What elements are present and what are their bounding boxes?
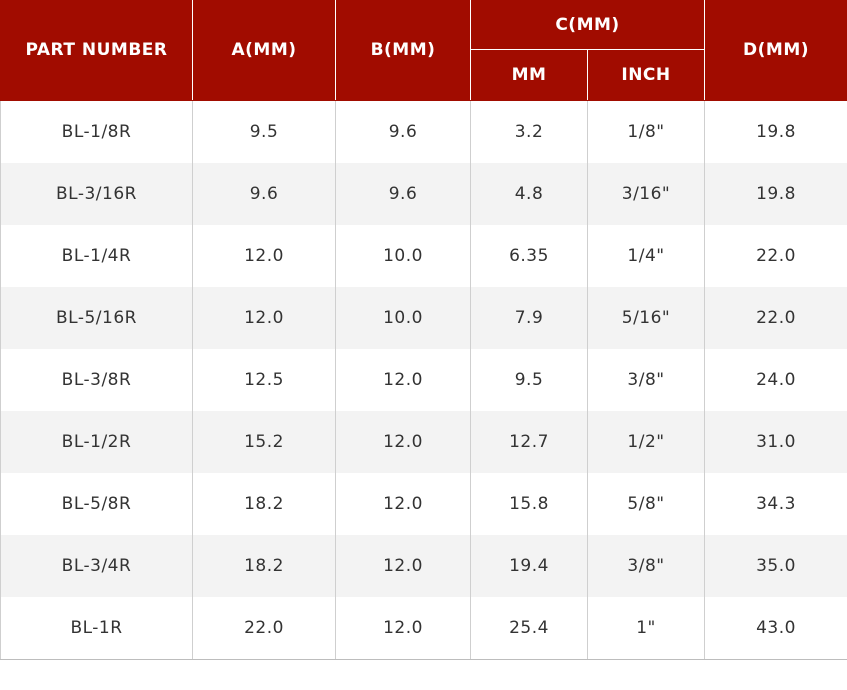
table-row: BL-1/4R 12.0 10.0 6.35 1/4" 22.0 <box>0 225 847 287</box>
table-row: BL-3/16R 9.6 9.6 4.8 3/16" 19.8 <box>0 163 847 225</box>
cell-d-mm: 35.0 <box>704 535 847 597</box>
table-row: BL-5/8R 18.2 12.0 15.8 5/8" 34.3 <box>0 473 847 535</box>
cell-b-mm: 12.0 <box>335 411 471 473</box>
cell-b-mm: 12.0 <box>335 535 471 597</box>
table-row: BL-5/16R 12.0 10.0 7.9 5/16" 22.0 <box>0 287 847 349</box>
cell-d-mm: 24.0 <box>704 349 847 411</box>
cell-c-mm: 19.4 <box>470 535 588 597</box>
cell-b-mm: 10.0 <box>335 225 471 287</box>
cell-d-mm: 19.8 <box>704 163 847 225</box>
cell-b-mm: 12.0 <box>335 473 471 535</box>
cell-a-mm: 18.2 <box>192 473 336 535</box>
cell-part-number: BL-5/8R <box>0 473 193 535</box>
cell-c-inch: 5/16" <box>586 287 706 349</box>
header-c-mm-group: C(MM) <box>469 0 706 50</box>
table-row: BL-1/2R 15.2 12.0 12.7 1/2" 31.0 <box>0 411 847 473</box>
table-row: BL-1/8R 9.5 9.6 3.2 1/8" 19.8 <box>0 100 847 163</box>
cell-a-mm: 15.2 <box>192 411 336 473</box>
cell-c-inch: 3/8" <box>586 535 706 597</box>
header-d-mm: D(MM) <box>704 0 847 101</box>
table-row: BL-3/8R 12.5 12.0 9.5 3/8" 24.0 <box>0 349 847 411</box>
cell-c-mm: 15.8 <box>470 473 588 535</box>
cell-a-mm: 12.0 <box>192 225 336 287</box>
cell-part-number: BL-3/4R <box>0 535 193 597</box>
cell-c-inch: 1/2" <box>586 411 706 473</box>
cell-d-mm: 22.0 <box>704 287 847 349</box>
cell-part-number: BL-5/16R <box>0 287 193 349</box>
header-a-mm: A(MM) <box>192 0 336 101</box>
header-c-mm: MM <box>470 49 588 101</box>
cell-c-mm: 25.4 <box>470 597 588 660</box>
header-c-inch: INCH <box>586 49 706 101</box>
cell-c-inch: 1/4" <box>586 225 706 287</box>
cell-c-mm: 6.35 <box>470 225 588 287</box>
cell-d-mm: 19.8 <box>704 100 847 163</box>
cell-d-mm: 43.0 <box>704 597 847 660</box>
cell-d-mm: 31.0 <box>704 411 847 473</box>
table-row: BL-3/4R 18.2 12.0 19.4 3/8" 35.0 <box>0 535 847 597</box>
header-part-number: PART NUMBER <box>0 0 193 101</box>
cell-b-mm: 10.0 <box>335 287 471 349</box>
header-b-mm: B(MM) <box>335 0 471 101</box>
cell-part-number: BL-1/4R <box>0 225 193 287</box>
cell-part-number: BL-3/8R <box>0 349 193 411</box>
cell-a-mm: 12.5 <box>192 349 336 411</box>
cell-c-inch: 1/8" <box>586 100 706 163</box>
cell-a-mm: 9.6 <box>192 163 336 225</box>
cell-c-mm: 3.2 <box>470 100 588 163</box>
cell-b-mm: 12.0 <box>335 597 471 660</box>
cell-a-mm: 9.5 <box>192 100 336 163</box>
cell-c-mm: 9.5 <box>470 349 588 411</box>
cell-a-mm: 18.2 <box>192 535 336 597</box>
cell-b-mm: 9.6 <box>335 100 471 163</box>
cell-d-mm: 22.0 <box>704 225 847 287</box>
cell-c-inch: 3/8" <box>586 349 706 411</box>
cell-d-mm: 34.3 <box>704 473 847 535</box>
cell-b-mm: 9.6 <box>335 163 471 225</box>
cell-c-inch: 1" <box>586 597 706 660</box>
cell-part-number: BL-1/8R <box>0 100 193 163</box>
table-header: PART NUMBER A(MM) B(MM) C(MM) D(MM) MM I… <box>0 0 847 101</box>
cell-c-inch: 3/16" <box>586 163 706 225</box>
part-spec-table: PART NUMBER A(MM) B(MM) C(MM) D(MM) MM I… <box>0 0 847 660</box>
cell-part-number: BL-1R <box>0 597 193 660</box>
cell-c-mm: 12.7 <box>470 411 588 473</box>
cell-a-mm: 22.0 <box>192 597 336 660</box>
cell-part-number: BL-1/2R <box>0 411 193 473</box>
spec-table-container: PART NUMBER A(MM) B(MM) C(MM) D(MM) MM I… <box>0 0 847 660</box>
table-row: BL-1R 22.0 12.0 25.4 1" 43.0 <box>0 597 847 660</box>
cell-a-mm: 12.0 <box>192 287 336 349</box>
table-body: BL-1/8R 9.5 9.6 3.2 1/8" 19.8 BL-3/16R 9.6 9.6 4.… <box>0 100 847 660</box>
cell-c-mm: 7.9 <box>470 287 588 349</box>
cell-part-number: BL-3/16R <box>0 163 193 225</box>
cell-c-mm: 4.8 <box>470 163 588 225</box>
cell-b-mm: 12.0 <box>335 349 471 411</box>
cell-c-inch: 5/8" <box>586 473 706 535</box>
